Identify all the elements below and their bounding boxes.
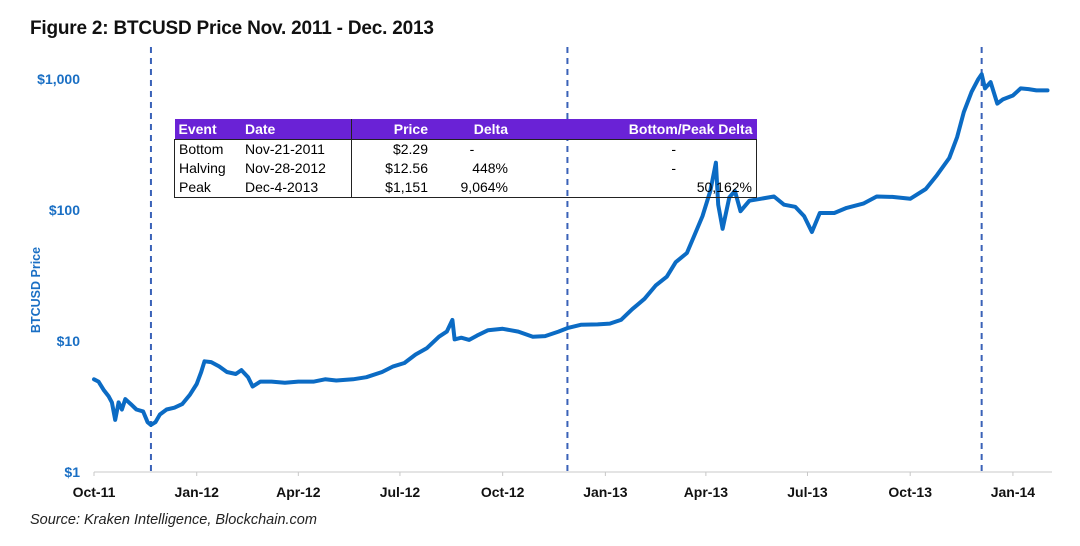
table-header-row: Event Date Price Delta Bottom/Peak Delta: [174, 119, 757, 140]
x-tick-label: Jan-13: [583, 484, 628, 500]
cell-delta: 9,064%: [460, 179, 508, 195]
header-bottom-peak-delta: Bottom/Peak Delta: [512, 119, 757, 140]
header-delta: Delta: [432, 119, 512, 140]
y-tick-label: $1,000: [37, 71, 80, 87]
series-line-btcusd: [92, 72, 1050, 427]
x-tick-label: Jul-12: [380, 484, 421, 500]
x-tick-label: Jul-13: [787, 484, 828, 500]
cell-price: $12.56: [385, 160, 428, 176]
x-axis-tick-labels: Oct-11 Jan-12 Apr-12 Jul-12 Oct-12 Jan-13 Apr-…: [73, 472, 1036, 500]
header-price: Price: [351, 119, 432, 140]
cell-date: Dec-4-2013: [241, 178, 352, 198]
cell-price: $1,151: [385, 179, 428, 195]
events-table: Event Date Price Delta Bottom/Peak Delta…: [174, 119, 757, 198]
y-axis-label: BTCUSD Price: [29, 247, 43, 333]
series-layer: [92, 72, 1050, 427]
cell-bottom-peak-delta: 50,162%: [696, 179, 752, 195]
cell-bottom-peak-delta: -: [671, 160, 676, 176]
cell-price: $2.29: [392, 141, 428, 157]
header-date: Date: [241, 119, 352, 140]
y-tick-label: $1: [64, 464, 80, 480]
cell-event: Halving: [179, 160, 226, 176]
y-axis-tick-labels: $1 $10 $100 $1,000: [37, 71, 80, 480]
cell-date: Nov-28-2012: [241, 159, 352, 178]
header-event: Event: [174, 119, 241, 140]
event-lines: [149, 47, 983, 472]
cell-event: Peak: [179, 179, 211, 195]
source-note: Source: Kraken Intelligence, Blockchain.…: [30, 512, 317, 528]
x-tick-label: Apr-13: [684, 484, 729, 500]
x-tick-label: Apr-12: [276, 484, 321, 500]
x-tick-label: Oct-12: [481, 484, 525, 500]
table-row: Halving Nov-28-2012 $12.56 448% -: [175, 159, 757, 178]
figure-title: Figure 2: BTCUSD Price Nov. 2011 - Dec. …: [30, 18, 434, 39]
table-row: Peak Dec-4-2013 $1,151 9,064% 50,162%: [175, 178, 757, 198]
cell-delta: 448%: [472, 160, 508, 176]
x-tick-label: Oct-11: [73, 484, 116, 500]
table-row: Bottom Nov-21-2011 $2.29 - -: [175, 139, 757, 159]
y-tick-label: $100: [49, 202, 80, 218]
x-tick-label: Jan-14: [991, 484, 1036, 500]
cell-bottom-peak-delta: -: [671, 141, 676, 157]
y-tick-label: $10: [57, 333, 81, 349]
x-tick-label: Jan-12: [175, 484, 220, 500]
cell-event: Bottom: [179, 141, 224, 157]
x-tick-label: Oct-13: [888, 484, 932, 500]
cell-date: Nov-21-2011: [241, 139, 352, 159]
cell-delta: -: [469, 141, 475, 157]
